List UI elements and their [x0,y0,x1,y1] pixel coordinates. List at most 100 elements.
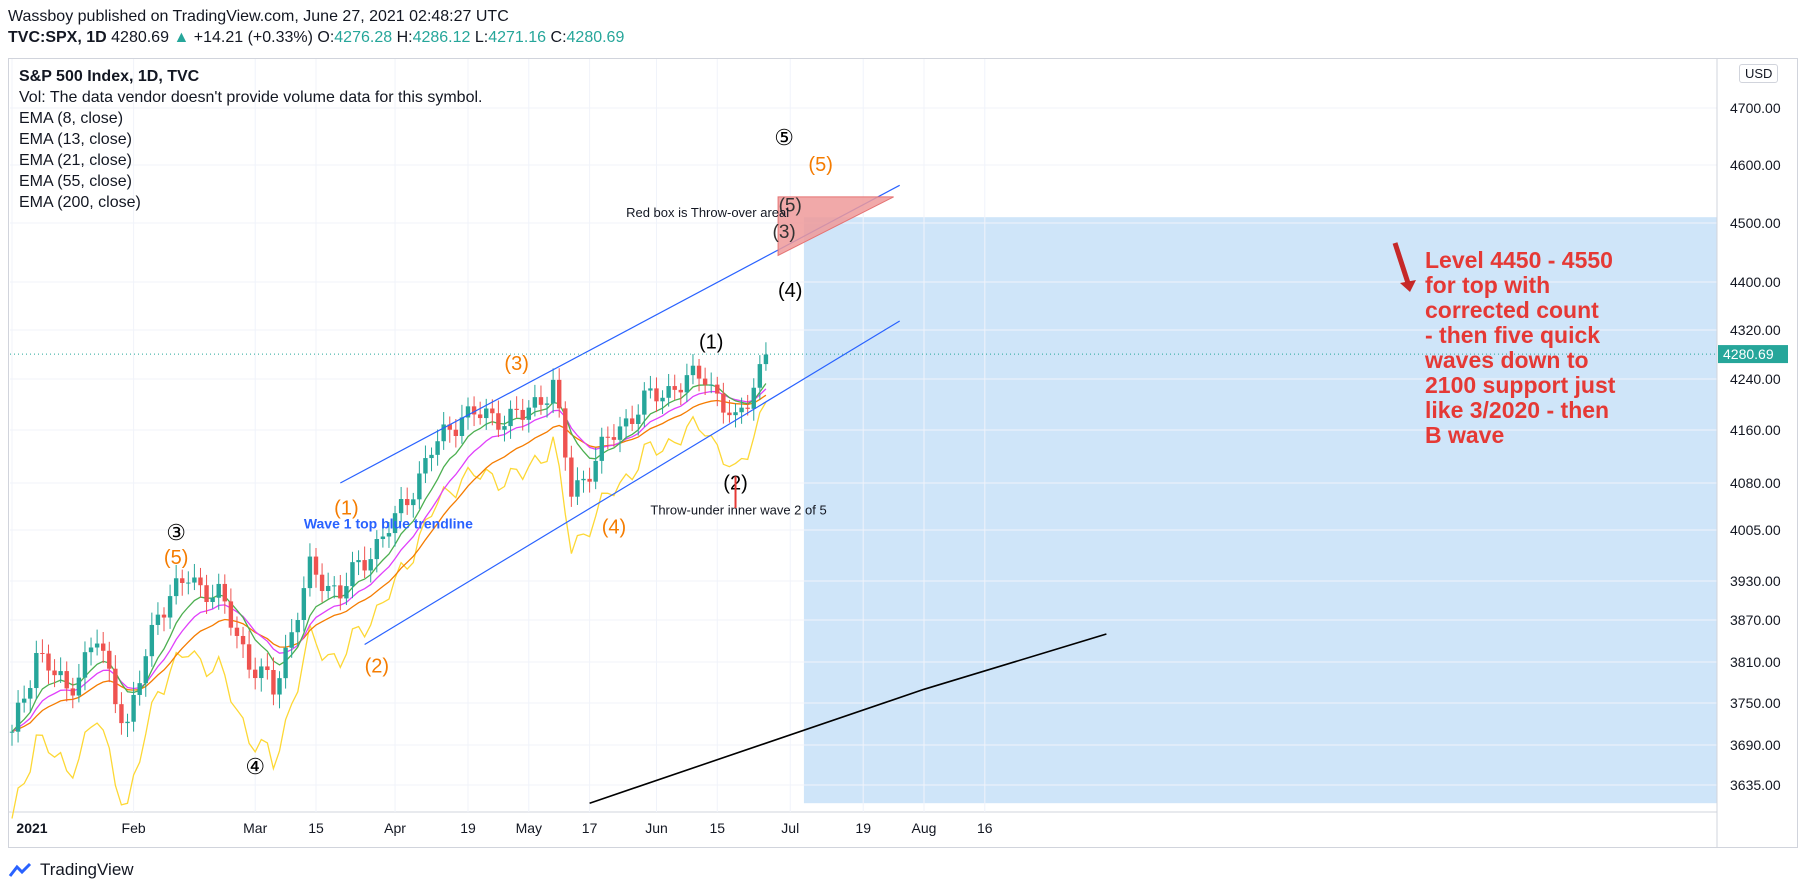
candle-body [161,614,167,618]
candle-body [605,436,611,438]
ema-55-line [11,401,767,819]
candle-body [441,424,446,442]
candle-body [471,406,477,415]
level-note-line: - then five quick [1425,322,1600,348]
legend-ema-21[interactable]: EMA (21, close) [19,152,132,169]
ema-8-line [11,383,767,733]
candle-body [76,677,82,696]
candle-body [532,397,538,408]
wave-label: ③ [166,520,186,545]
candle-body [739,407,744,413]
wave-label: (5) [164,547,188,569]
level-note-line: like 3/2020 - then [1425,397,1609,423]
candle-body [88,647,94,653]
candle-body [660,397,665,402]
x-tick-label: 17 [582,820,598,836]
level-note-line: B wave [1425,422,1504,448]
candle-body [599,436,604,461]
candle-body [538,397,544,405]
ema-200-line [589,633,1107,804]
currency-button[interactable]: USD [1739,64,1779,83]
candle-body [398,499,404,514]
candle-body [204,585,209,603]
candle-body [216,583,221,598]
open-value: 4276.28 [334,29,393,46]
candle-body [733,412,738,416]
wave-label: (4) [778,280,802,302]
legend-ema-8[interactable]: EMA (8, close) [19,110,124,127]
level-note-line: for top with [1425,272,1550,298]
wave-label: (2) [365,655,389,677]
level-note-line: waves down to [1424,347,1589,373]
level-note-line: Level 4450 - 4550 [1425,247,1613,273]
candle-body [295,620,300,633]
candle-body [82,652,88,678]
candle-body [477,414,483,419]
wave-label: (5) [808,154,832,176]
candle-body [253,669,258,679]
y-tick-label: 4600.00 [1730,157,1781,173]
chart-pane[interactable] [8,58,1798,848]
y-tick-label: 3870.00 [1730,612,1781,628]
x-tick-label: Jun [645,820,668,836]
candle-body [113,668,118,705]
candle-body [228,601,234,628]
y-tick-label: 4080.00 [1730,475,1781,491]
candle-body [283,647,288,679]
candle-body [611,437,617,440]
y-tick-label: 4500.00 [1730,215,1781,231]
candle-body [435,441,440,455]
wave-label: ④ [245,754,265,779]
candle-body [666,386,671,398]
candle-body [405,499,410,506]
legend-ema-55[interactable]: EMA (55, close) [19,173,132,190]
down-arrow-icon [1392,242,1411,284]
trendline-note: Wave 1 top blue trendline [304,515,473,531]
candle-body [137,683,142,695]
high-value: 4286.12 [412,29,471,46]
x-tick-label: 16 [977,820,993,836]
candle-body [526,407,531,420]
candle-body [301,588,307,621]
candle-body [149,624,155,657]
legend-volume-note[interactable]: Vol: The data vendor doesn't provide vol… [19,89,483,106]
candle-body [259,666,264,679]
candle-body [557,379,562,409]
candle-body [180,578,185,583]
y-tick-label: 3750.00 [1730,695,1781,711]
change: +14.21 (+0.33%) [193,29,313,46]
y-tick-label: 4005.00 [1730,522,1781,538]
candle-body [520,409,525,420]
x-tick-label: 19 [855,820,871,836]
close-value: 4280.69 [566,29,625,46]
level-note-line: 2100 support just [1425,372,1616,398]
candle-body [15,702,21,732]
y-tick-label: 4320.00 [1730,322,1781,338]
candle-body [307,556,313,589]
candle-body [702,378,708,385]
candle-body [34,653,39,689]
candle-body [690,365,696,376]
candle-body [569,457,574,497]
legend-ema-13[interactable]: EMA (13, close) [19,131,132,148]
candle-body [155,614,161,625]
candle-body [362,560,367,571]
candle-body [484,408,489,419]
candle-body [648,388,653,391]
x-tick-label: 2021 [16,820,47,836]
candle-body [678,389,683,393]
candle-body [265,666,270,671]
candle-body [465,406,471,418]
throw-over-box [777,196,894,257]
candle-body [623,418,629,427]
candle-body [593,460,598,482]
candle-body [429,454,434,459]
legend-ema-200[interactable]: EMA (200, close) [19,194,141,211]
down-arrow-head-icon [1400,280,1416,292]
candle-body [198,577,203,586]
chart-header: Wassboy published on TradingView.com, Ju… [8,6,624,48]
y-tick-label: 4400.00 [1730,274,1781,290]
candle-body [313,556,319,575]
candle-body [101,643,106,651]
